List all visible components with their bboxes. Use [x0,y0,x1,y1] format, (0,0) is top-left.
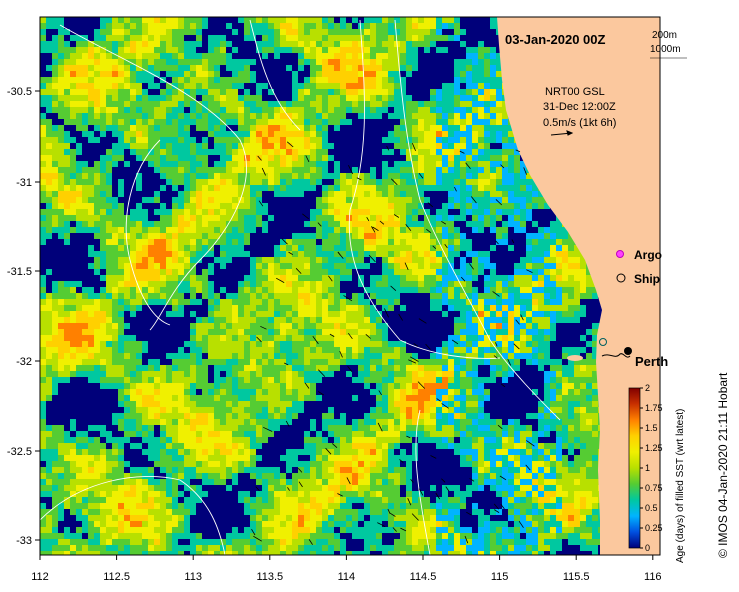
colorbar-tick-label: 0.25 [645,523,663,533]
current-product-label: NRT00 GSL [545,86,605,98]
x-tick-label: 116 [644,571,662,583]
ship-label: Ship [634,272,660,286]
y-tick-label: -30.5 [7,86,32,98]
argo-marker-icon [616,250,624,258]
x-tick-label: 112.5 [103,571,130,583]
plot-frame [39,16,661,556]
rottnest-island [567,355,583,361]
colorbar-bar [628,387,641,549]
y-axis: -30.5 -31 -31.5 -32 -32.5 -33 [7,86,40,547]
x-axis: 112 112.5 113 113.5 114 114.5 115 115.5 116 [31,555,662,583]
contour-legend-200m: 200m [652,30,677,41]
x-tick-label: 115 [491,571,509,583]
ship-marker-icon [616,273,626,283]
x-tick-label: 113.5 [256,571,283,583]
y-tick-label: -32.5 [7,446,32,458]
colorbar-tick-label: 1.25 [645,443,663,453]
isobath-contours [40,19,561,555]
x-tick-label: 112 [31,571,49,583]
colorbar-tick-label: 1.5 [645,423,658,433]
colorbar-tick-label: 0.75 [645,483,663,493]
colorbar-label: Age (days) of filled SST (wrt latest) [675,409,686,563]
perth-dot-icon [624,347,632,355]
current-scale-label: 0.5m/s (1kt 6h) [543,117,616,129]
x-tick-label: 115.5 [563,571,590,583]
x-tick-label: 114 [338,571,356,583]
y-tick-label: -31 [16,177,32,189]
land-western-australia [497,17,660,555]
current-time-label: 31-Dec 12:00Z [543,101,616,113]
y-tick-label: -32 [16,356,32,368]
colorbar-tick-label: 0.5 [645,503,658,513]
y-tick-label: -33 [16,535,32,547]
contour-legend-1000m: 1000m [650,44,681,55]
x-tick-label: 114.5 [410,571,437,583]
x-tick-label: 113 [184,571,202,583]
colorbar-tick-label: 1.75 [645,403,663,413]
map-title: 03-Jan-2020 00Z [505,32,606,47]
colorbar-tick-label: 2 [645,383,650,393]
y-tick-label: -31.5 [7,266,32,278]
ship-position-icon [599,338,607,346]
colorbar-tick-label: 0 [645,543,650,553]
perth-coast-detail [601,353,631,358]
current-scale-arrow-icon [550,130,574,136]
colorbar-tick-label: 1 [645,463,650,473]
argo-label: Argo [634,248,662,262]
credit-text: © IMOS 04-Jan-2020 21:11 Hobart [716,372,730,558]
perth-label: Perth [635,354,668,369]
current-vectors [251,141,535,545]
colorbar: 0 0.25 0.5 0.75 1 1.25 1.5 1.75 2 [628,383,663,553]
